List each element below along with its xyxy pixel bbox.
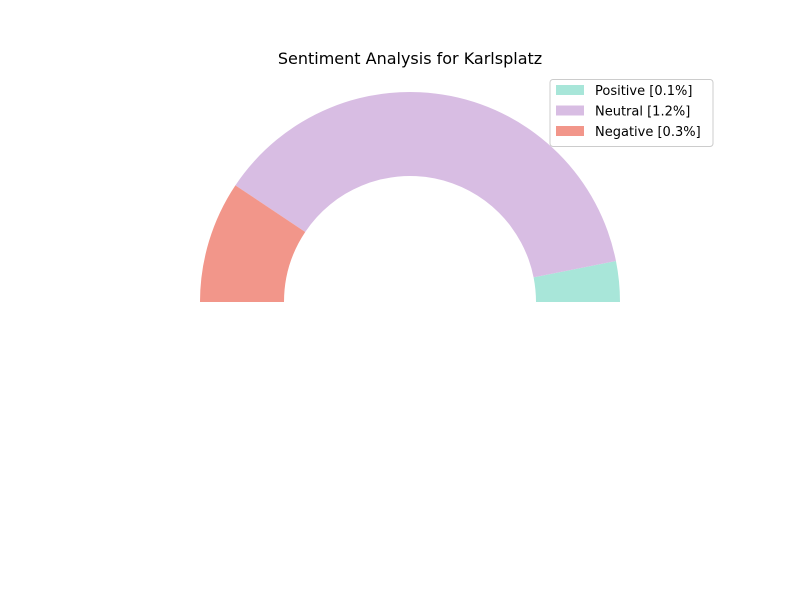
legend-swatch-neutral	[556, 105, 584, 116]
slice-negative	[200, 185, 306, 302]
legend-frame	[549, 79, 714, 147]
slice-positive	[533, 261, 620, 302]
donut-slices	[200, 92, 620, 302]
legend-label-positive: Positive [0.1%]	[595, 84, 692, 99]
chart-title: Sentiment Analysis for Karlsplatz	[278, 49, 542, 68]
slice-neutral	[235, 92, 616, 278]
legend-swatch-positive	[556, 85, 584, 95]
legend: Positive [0.1%] Neutral [1.2%] Negative [0…	[549, 79, 714, 147]
legend-label-neutral: Neutral [1.2%]	[595, 105, 690, 120]
legend-label-negative: Negative [0.3%]	[595, 125, 701, 140]
legend-swatch-negative	[556, 126, 584, 136]
